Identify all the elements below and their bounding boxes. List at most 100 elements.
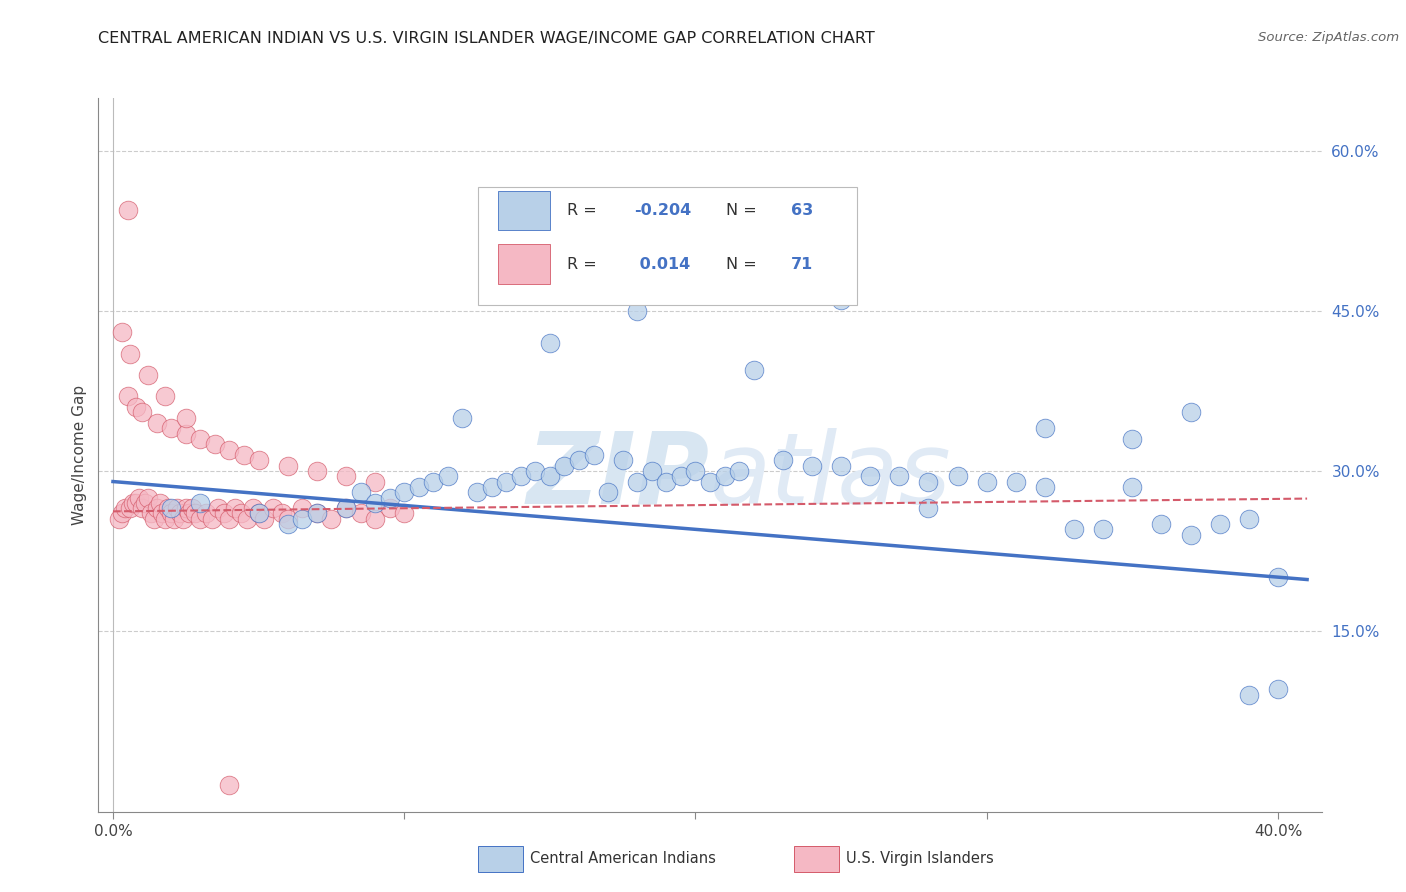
Point <box>242 501 264 516</box>
Point <box>917 475 939 489</box>
Text: R =: R = <box>567 257 602 272</box>
Point <box>1121 480 1143 494</box>
Point <box>224 501 246 516</box>
Point <box>125 496 148 510</box>
Point <box>231 507 253 521</box>
Point <box>142 512 165 526</box>
Point <box>349 485 371 500</box>
Point <box>713 272 735 286</box>
Point <box>236 512 259 526</box>
Point <box>335 501 357 516</box>
Point <box>1150 517 1173 532</box>
Point <box>139 507 162 521</box>
Point <box>160 507 183 521</box>
Point <box>830 458 852 473</box>
Point <box>1063 523 1085 537</box>
Point <box>152 507 174 521</box>
Point <box>305 507 328 521</box>
Point <box>830 293 852 308</box>
Point <box>160 421 183 435</box>
Point <box>155 389 177 403</box>
Point <box>742 362 765 376</box>
Point <box>349 507 371 521</box>
Point <box>277 458 299 473</box>
Point <box>553 458 575 473</box>
Point <box>136 491 159 505</box>
Point <box>172 512 194 526</box>
Point <box>889 469 911 483</box>
Point <box>976 475 998 489</box>
Text: CENTRAL AMERICAN INDIAN VS U.S. VIRGIN ISLANDER WAGE/INCOME GAP CORRELATION CHAR: CENTRAL AMERICAN INDIAN VS U.S. VIRGIN I… <box>98 31 875 46</box>
Point <box>728 464 751 478</box>
Text: 63: 63 <box>790 202 813 218</box>
FancyBboxPatch shape <box>498 191 550 230</box>
Point <box>195 507 218 521</box>
Point <box>1267 570 1289 584</box>
Text: 0.014: 0.014 <box>634 257 690 272</box>
Point <box>335 501 357 516</box>
Text: -0.204: -0.204 <box>634 202 692 218</box>
Text: ZIP: ZIP <box>527 428 710 524</box>
Point <box>108 512 131 526</box>
Point <box>321 512 343 526</box>
Point <box>772 453 794 467</box>
Point <box>114 501 136 516</box>
Point <box>305 464 328 478</box>
Point <box>699 475 721 489</box>
Text: atlas: atlas <box>710 428 952 524</box>
Point <box>598 485 620 500</box>
Point <box>247 453 270 467</box>
Point <box>277 517 299 532</box>
Point <box>685 464 707 478</box>
Point <box>655 475 678 489</box>
Point <box>524 464 547 478</box>
Point <box>291 501 314 516</box>
Point <box>801 458 824 473</box>
Point <box>157 501 180 516</box>
Point <box>253 512 276 526</box>
Point <box>451 410 474 425</box>
Point <box>117 389 139 403</box>
Point <box>408 480 430 494</box>
Point <box>131 405 153 419</box>
Point <box>277 512 299 526</box>
Point <box>378 491 401 505</box>
Point <box>212 507 235 521</box>
Point <box>218 512 240 526</box>
Point <box>538 336 561 351</box>
Point <box>183 507 205 521</box>
Point <box>160 501 183 516</box>
Point <box>145 416 167 430</box>
Point <box>188 432 212 446</box>
Point <box>233 448 256 462</box>
Point <box>128 491 150 505</box>
Point <box>626 475 648 489</box>
Point <box>145 501 167 516</box>
Point <box>917 501 939 516</box>
Point <box>669 469 692 483</box>
Point <box>335 469 357 483</box>
Point <box>1121 432 1143 446</box>
Point <box>626 304 648 318</box>
Point <box>378 501 401 516</box>
Point <box>247 507 270 521</box>
Point <box>422 475 444 489</box>
Point <box>481 480 503 494</box>
Y-axis label: Wage/Income Gap: Wage/Income Gap <box>72 384 87 525</box>
Point <box>177 507 200 521</box>
Point <box>495 475 517 489</box>
Point <box>1180 405 1202 419</box>
Point <box>305 507 328 521</box>
Text: Central American Indians: Central American Indians <box>530 852 716 866</box>
Point <box>582 448 605 462</box>
Point <box>612 453 634 467</box>
Point <box>169 507 191 521</box>
Point <box>364 496 387 510</box>
Point <box>713 469 735 483</box>
Point <box>247 507 270 521</box>
Point <box>201 512 224 526</box>
Point <box>111 326 134 340</box>
Point <box>155 512 177 526</box>
FancyBboxPatch shape <box>498 244 550 284</box>
Text: Source: ZipAtlas.com: Source: ZipAtlas.com <box>1258 31 1399 45</box>
